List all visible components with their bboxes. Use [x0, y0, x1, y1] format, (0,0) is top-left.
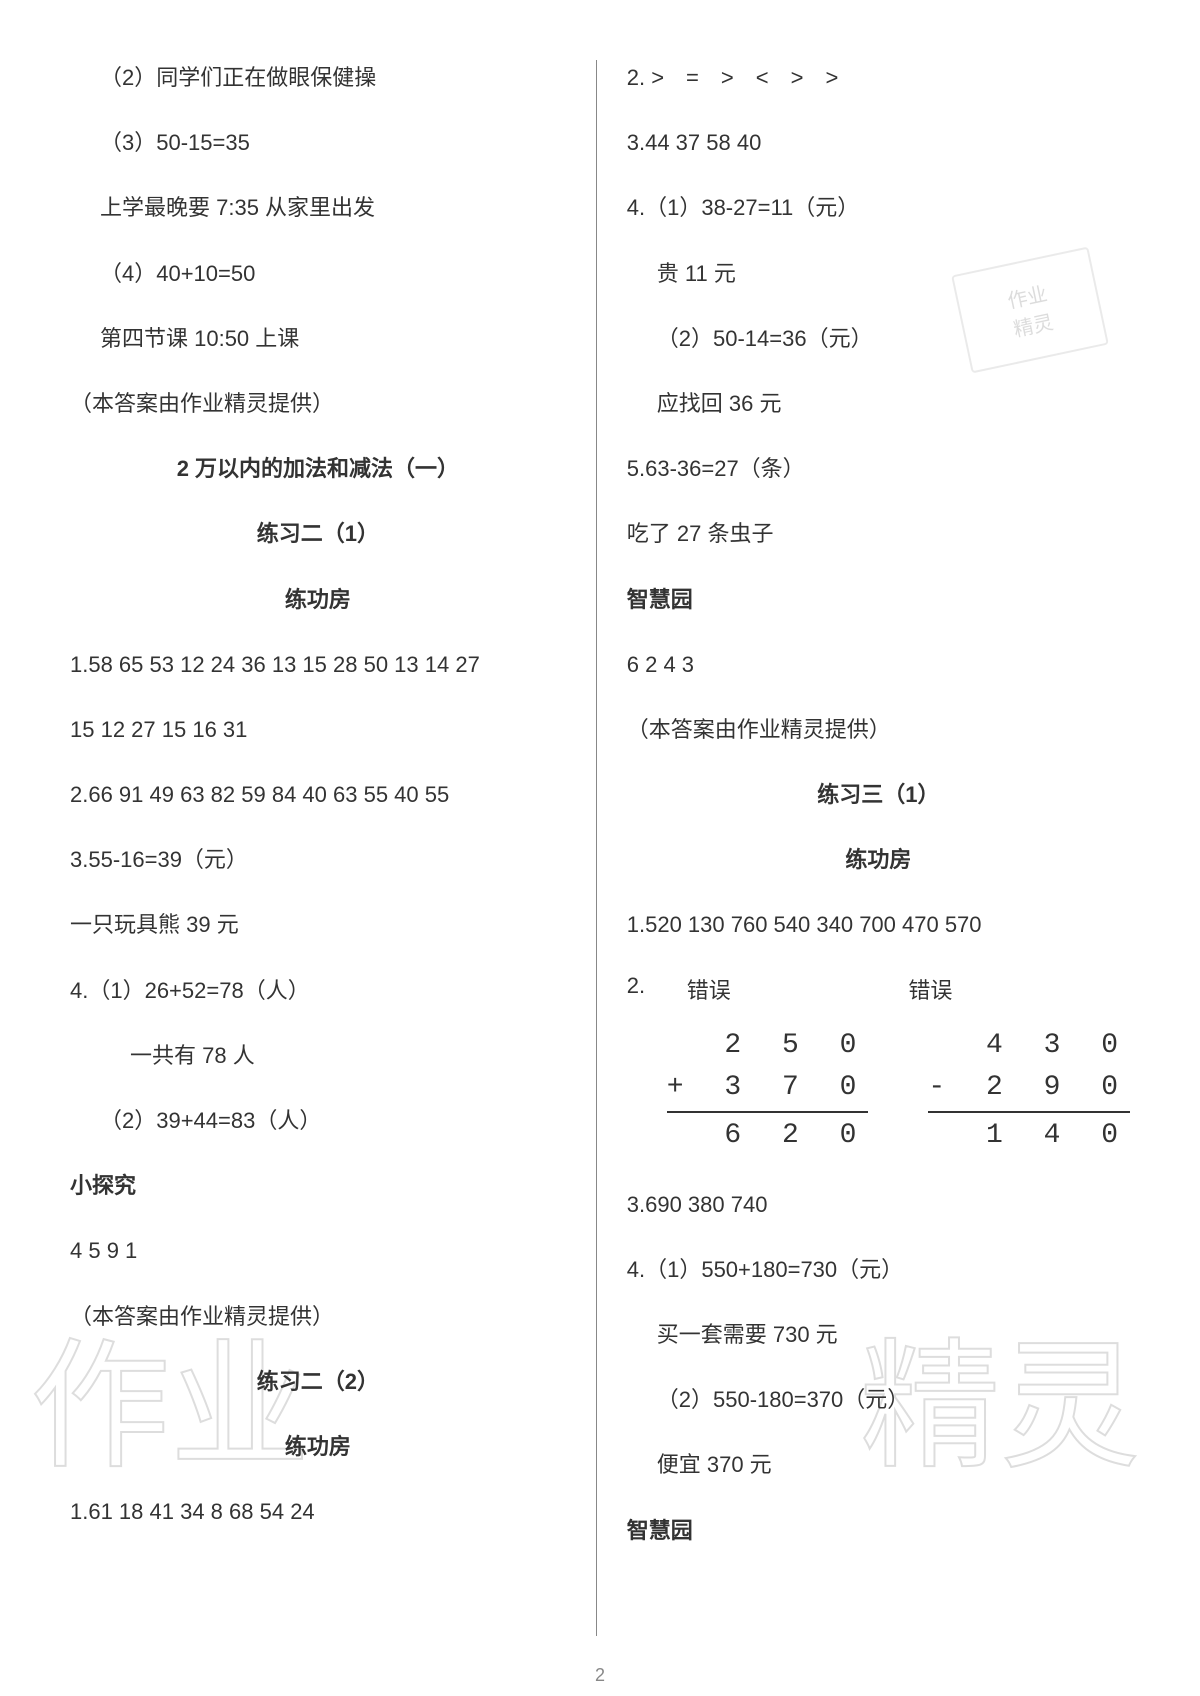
source-note: （本答案由作业精灵提供）	[70, 386, 566, 421]
answer-text: 3.44 37 58 40	[627, 125, 1130, 160]
page-number: 2	[595, 1665, 605, 1686]
subsection-heading: 练功房	[627, 842, 1130, 877]
answer-text: 买一套需要 730 元	[627, 1317, 1130, 1352]
answer-text: （2）同学们正在做眼保健操	[70, 60, 566, 95]
answer-text: 5.63-36=27（条）	[627, 451, 1130, 486]
answer-text: （2）39+44=83（人）	[70, 1103, 566, 1138]
subsection-heading: 智慧园	[627, 582, 1130, 617]
addition-problem: 2 5 0 + 3 7 0 6 2 0	[667, 1025, 869, 1157]
answer-text: 1.58 65 53 12 24 36 13 15 28 50 13 14 27	[70, 647, 566, 682]
subsection-heading: 智慧园	[627, 1513, 1130, 1548]
answer-text: 4 5 9 1	[70, 1233, 566, 1268]
answer-text: 3.55-16=39（元）	[70, 842, 566, 877]
answer-text: 15 12 27 15 16 31	[70, 712, 566, 747]
subsection-heading: 小探究	[70, 1168, 566, 1203]
page-container: （2）同学们正在做眼保健操 （3）50-15=35 上学最晚要 7:35 从家里…	[0, 0, 1200, 1656]
answer-text: 4.（1）550+180=730（元）	[627, 1252, 1130, 1287]
math-operand: - 2 9 0	[928, 1067, 1130, 1109]
answer-text: 一只玩具熊 39 元	[70, 907, 566, 942]
question-label: 2.	[627, 973, 687, 1005]
math-operand: 4 3 0	[928, 1025, 1130, 1067]
answer-text: 应找回 36 元	[627, 386, 1130, 421]
answer-text: 便宜 370 元	[627, 1447, 1130, 1482]
subsection-heading: 练功房	[70, 1429, 566, 1464]
answer-text: 贵 11 元	[627, 256, 1130, 291]
answer-text: 1.61 18 41 34 8 68 54 24	[70, 1494, 566, 1529]
question-2-header: 2. 错误 错误	[627, 973, 1130, 1005]
vertical-math-problems: 2 5 0 + 3 7 0 6 2 0 4 3 0 - 2 9 0 1 4 0	[627, 1025, 1130, 1157]
answer-text: 吃了 27 条虫子	[627, 516, 1130, 551]
answer-text: 2. > = > < > >	[627, 60, 1130, 95]
math-operand: + 3 7 0	[667, 1067, 869, 1109]
answer-text: （2）50-14=36（元）	[627, 321, 1130, 356]
answer-text: 上学最晚要 7:35 从家里出发	[70, 190, 566, 225]
answer-text: 4.（1）26+52=78（人）	[70, 973, 566, 1008]
section-heading: 练习二（1）	[70, 516, 566, 551]
section-heading: 练习三（1）	[627, 777, 1130, 812]
subtraction-problem: 4 3 0 - 2 9 0 1 4 0	[928, 1025, 1130, 1157]
subsection-heading: 练功房	[70, 582, 566, 617]
error-label: 错误	[687, 973, 909, 1005]
answer-text: 一共有 78 人	[70, 1038, 566, 1073]
math-result: 6 2 0	[667, 1111, 869, 1157]
math-operand: 2 5 0	[667, 1025, 869, 1067]
error-label: 错误	[908, 973, 1130, 1005]
chapter-heading: 2 万以内的加法和减法（一）	[70, 451, 566, 486]
answer-text: （4）40+10=50	[70, 256, 566, 291]
answer-text: 3.690 380 740	[627, 1187, 1130, 1222]
right-column: 2. > = > < > > 3.44 37 58 40 4.（1）38-27=…	[597, 60, 1160, 1636]
left-column: （2）同学们正在做眼保健操 （3）50-15=35 上学最晚要 7:35 从家里…	[40, 60, 597, 1636]
answer-text: 4.（1）38-27=11（元）	[627, 190, 1130, 225]
source-note: （本答案由作业精灵提供）	[627, 712, 1130, 747]
answer-text: （3）50-15=35	[70, 125, 566, 160]
answer-text: 1.520 130 760 540 340 700 470 570	[627, 907, 1130, 942]
answer-text: 2.66 91 49 63 82 59 84 40 63 55 40 55	[70, 777, 566, 812]
source-note: （本答案由作业精灵提供）	[70, 1299, 566, 1334]
answer-text: 第四节课 10:50 上课	[70, 321, 566, 356]
answer-text: （2）550-180=370（元）	[627, 1382, 1130, 1417]
section-heading: 练习二（2）	[70, 1364, 566, 1399]
math-result: 1 4 0	[928, 1111, 1130, 1157]
answer-text: 6 2 4 3	[627, 647, 1130, 682]
